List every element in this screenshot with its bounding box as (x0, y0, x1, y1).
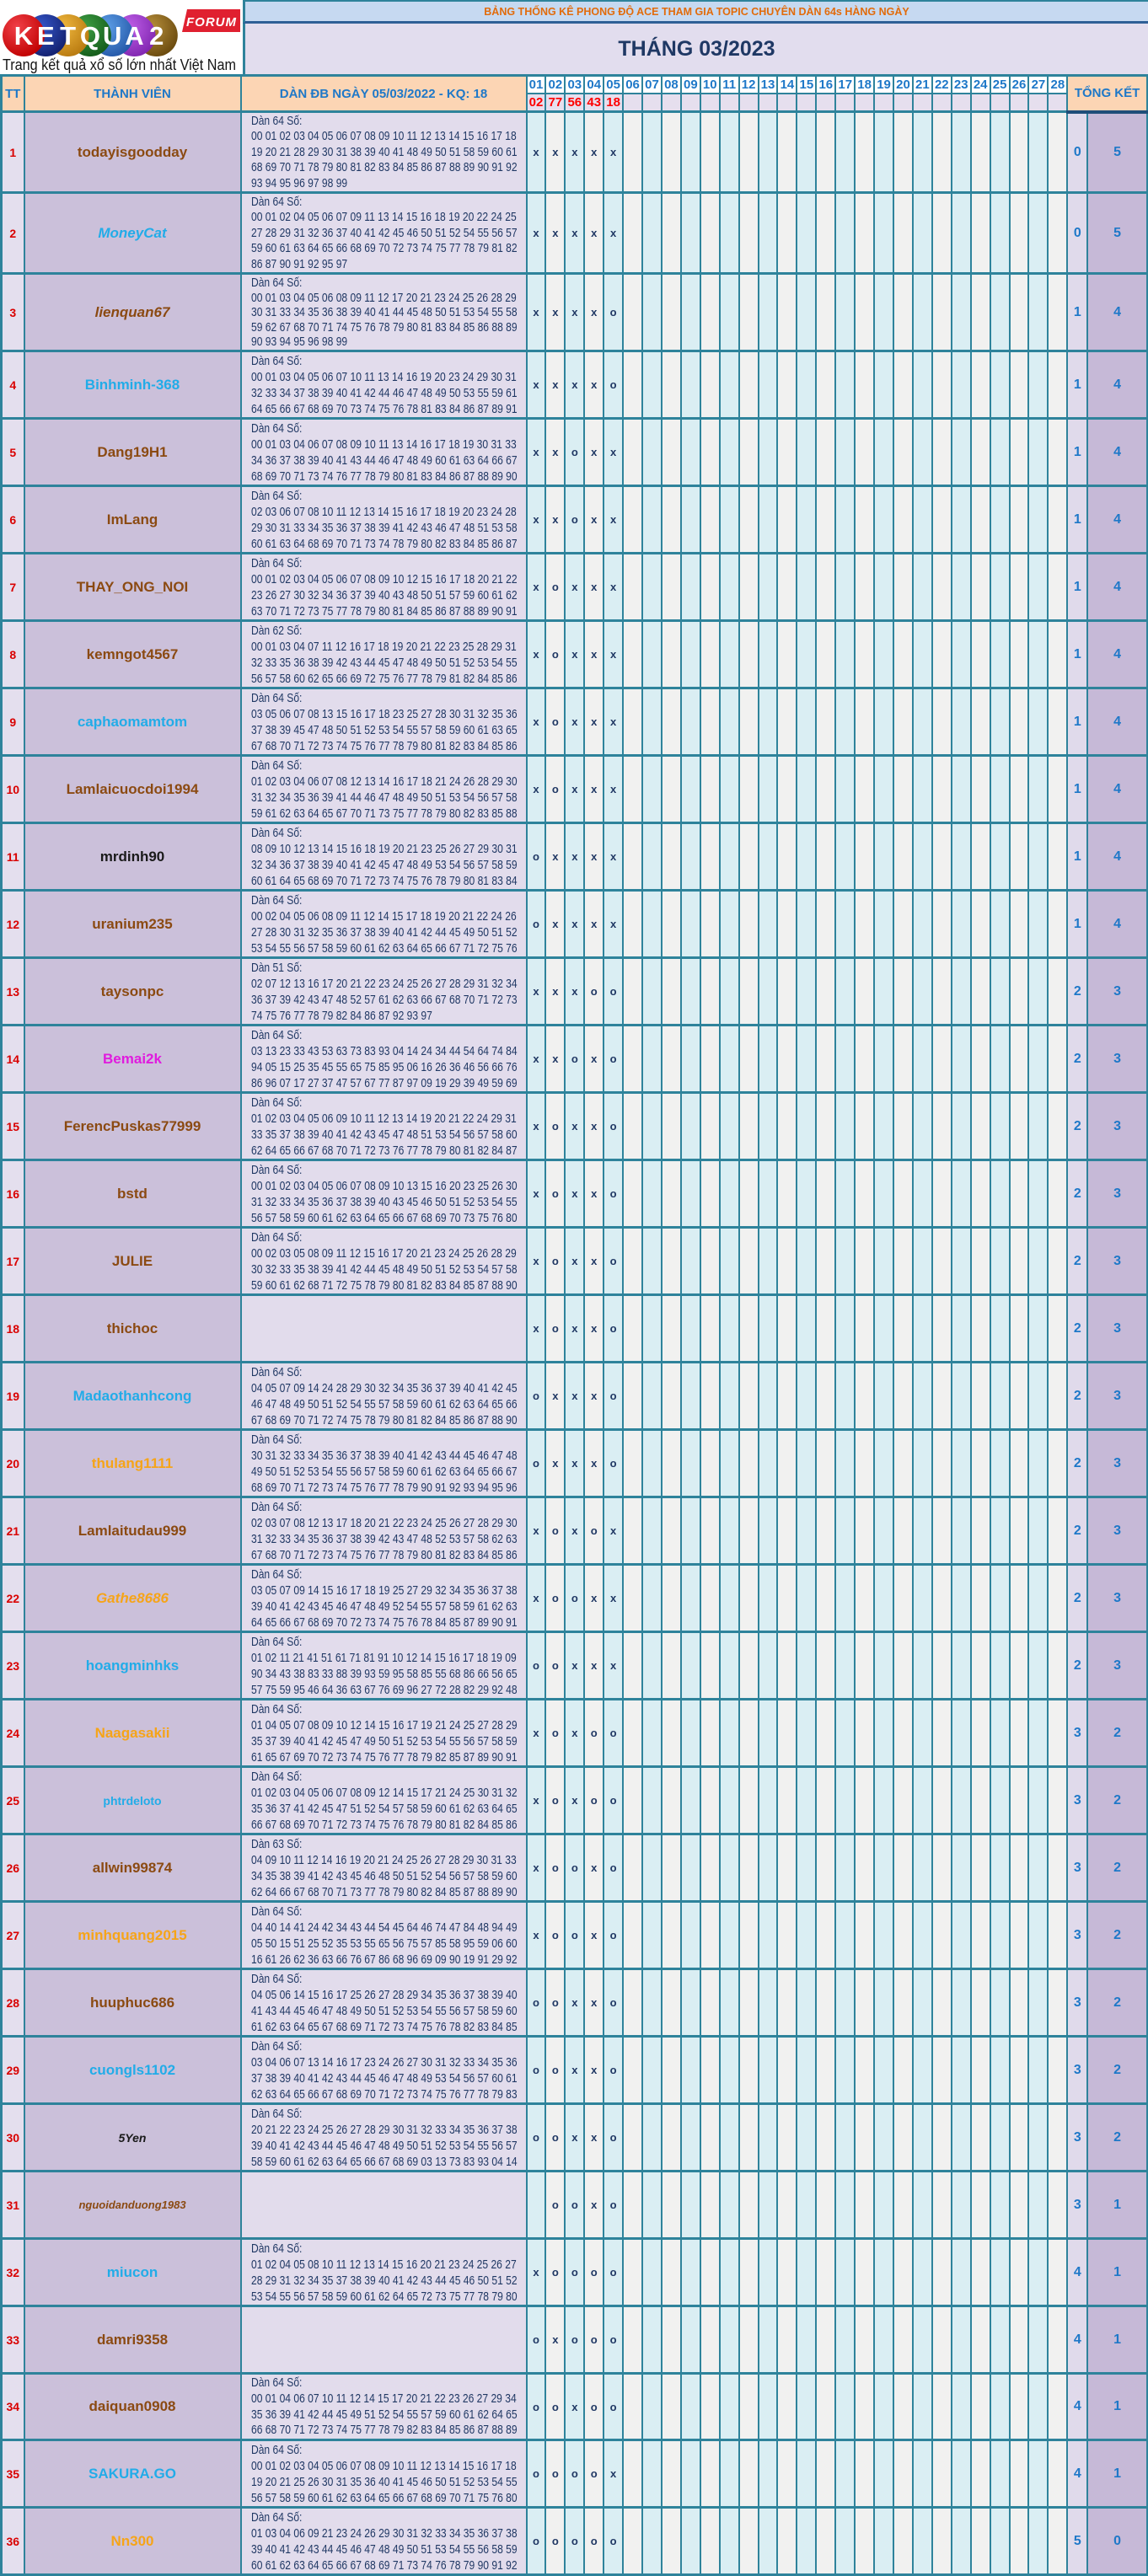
svg-text:Q: Q (80, 21, 100, 51)
svg-text:U: U (103, 21, 121, 51)
svg-text:A: A (125, 21, 143, 51)
svg-text:T: T (60, 21, 76, 51)
svg-text:FORUM: FORUM (186, 15, 237, 29)
svg-text:E: E (37, 21, 55, 51)
svg-text:K: K (14, 21, 34, 51)
svg-text:2: 2 (149, 21, 164, 51)
